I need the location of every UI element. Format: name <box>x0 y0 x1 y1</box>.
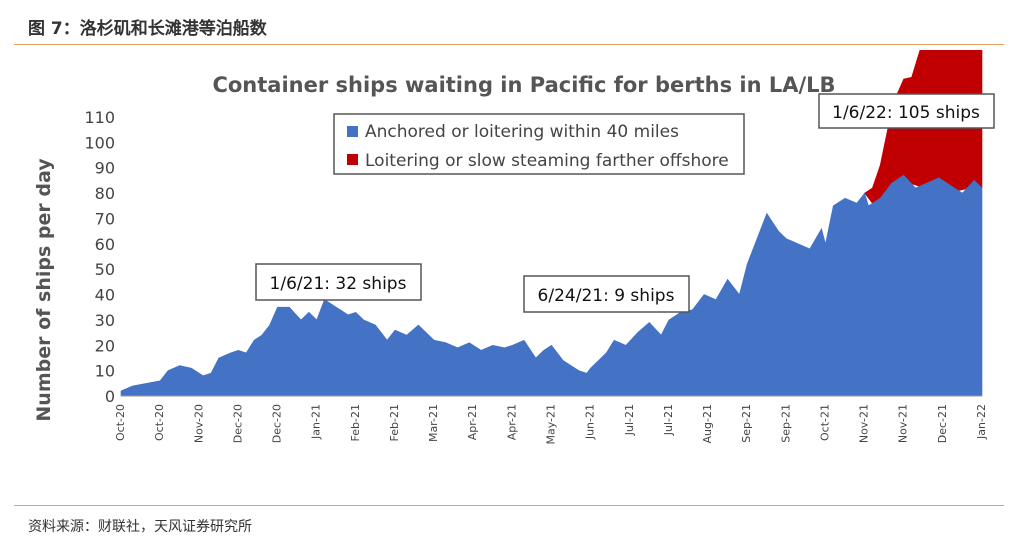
y-axis-ticks: 0 10 20 30 40 50 60 70 80 90 100 110 <box>84 108 115 406</box>
x-tick-label: May-21 <box>545 404 558 445</box>
x-tick-label: Sep-21 <box>779 404 792 443</box>
x-tick-label: Aug-21 <box>701 404 714 443</box>
x-tick-label: Nov-20 <box>192 404 205 443</box>
x-tick-label: Nov-21 <box>858 404 871 443</box>
y-tick-label: 20 <box>95 336 115 355</box>
x-tick-label: Oct-20 <box>114 404 127 441</box>
annotation-jan22: 1/6/22: 105 ships <box>818 93 995 129</box>
x-axis-ticks: Oct-20 Oct-20 Nov-20 Dec-20 Dec-20 Jan-21 Feb-… <box>114 404 988 445</box>
legend-label-anchored: Anchored or loitering within 40 miles <box>365 122 679 142</box>
y-tick-label: 60 <box>95 235 115 254</box>
x-tick-label: Jul-21 <box>662 404 675 436</box>
x-tick-label: Dec-21 <box>936 404 949 443</box>
x-tick-label: Apr-21 <box>505 404 518 440</box>
annotation-jun21: 6/24/21: 9 ships <box>523 275 690 313</box>
annotation-jun21-text: 6/24/21: 9 ships <box>538 286 675 306</box>
x-tick-label: Nov-21 <box>897 404 910 443</box>
legend-label-offshore: Loitering or slow steaming farther offsh… <box>365 151 729 171</box>
annotation-jan22-text: 1/6/22: 105 ships <box>832 103 980 123</box>
legend-swatch-anchored <box>347 126 358 137</box>
x-tick-label: Feb-21 <box>349 404 362 441</box>
y-tick-label: 70 <box>95 209 115 228</box>
x-tick-label: Apr-21 <box>466 404 479 440</box>
x-tick-label: Dec-20 <box>231 404 244 443</box>
annotation-box-jun21 <box>523 275 690 313</box>
annotation-box-jan22 <box>818 93 995 129</box>
x-tick-label: Mar-21 <box>427 404 440 442</box>
legend-box <box>333 113 745 175</box>
chart-svg: Container ships waiting in Pacific for b… <box>33 50 995 445</box>
y-tick-label: 90 <box>95 159 115 178</box>
x-tick-label: Feb-21 <box>388 404 401 441</box>
x-tick-label: Dec-20 <box>271 404 284 443</box>
chart-title: Container ships waiting in Pacific for b… <box>212 73 835 97</box>
y-tick-label: 80 <box>95 184 115 203</box>
x-tick-label: Jan-22 <box>975 404 988 440</box>
top-divider <box>14 44 1004 45</box>
y-axis-label: Number of ships per day <box>33 158 55 422</box>
x-tick-label: Oct-21 <box>818 404 831 441</box>
y-tick-label: 10 <box>95 362 115 381</box>
x-tick-label: Sep-21 <box>740 404 753 443</box>
annotation-jan21: 1/6/21: 32 ships <box>255 263 422 301</box>
y-tick-label: 40 <box>95 286 115 305</box>
annotation-jan21-text: 1/6/21: 32 ships <box>270 274 407 294</box>
y-tick-label: 50 <box>95 260 115 279</box>
legend: Anchored or loitering within 40 miles Lo… <box>333 113 745 175</box>
x-tick-label: Jun-21 <box>584 404 597 440</box>
x-tick-label: Jan-21 <box>310 404 323 440</box>
y-tick-label: 110 <box>84 108 115 127</box>
legend-swatch-offshore <box>347 154 358 165</box>
y-tick-label: 0 <box>105 387 115 406</box>
annotation-box-jan21 <box>255 263 422 301</box>
y-tick-label: 100 <box>84 133 115 152</box>
x-tick-label: Jul-21 <box>623 404 636 436</box>
figure-title: 图 7：洛杉矶和长滩港等泊船数 <box>28 19 267 39</box>
series-area-anchored <box>120 174 983 397</box>
y-tick-label: 30 <box>95 311 115 330</box>
source-note: 资料来源：财联社，天风证券研究所 <box>28 519 252 535</box>
bottom-divider <box>14 505 1004 506</box>
x-tick-label: Oct-20 <box>153 404 166 441</box>
